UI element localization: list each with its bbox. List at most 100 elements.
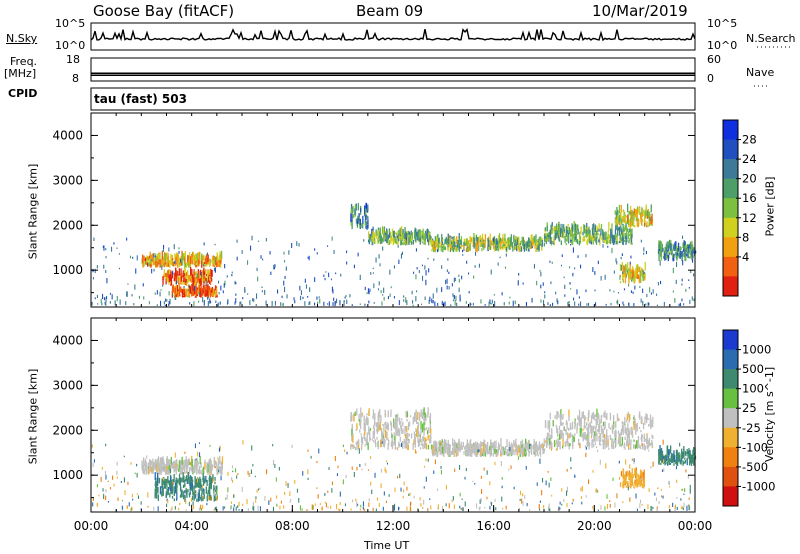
echo-mark [498, 233, 501, 242]
echo-mark [489, 443, 491, 449]
echo-mark [383, 233, 385, 243]
echo-mark [164, 464, 167, 469]
echo-mark [213, 487, 215, 492]
echo-mark [630, 273, 632, 280]
scatter-mark [643, 252, 645, 255]
echo-mark [213, 259, 215, 265]
scatter-mark [111, 294, 113, 300]
echo-mark [543, 242, 545, 247]
echo-mark [366, 416, 368, 424]
echo-mark [577, 415, 579, 420]
echo-mark [198, 279, 200, 283]
echo-mark [180, 494, 182, 498]
scatter-mark [632, 291, 634, 294]
echo-mark [199, 269, 202, 276]
echo-mark [406, 412, 409, 417]
scatter-mark [167, 500, 169, 504]
scatter-mark [259, 506, 261, 511]
echo-mark [491, 445, 493, 450]
scatter-mark [491, 299, 493, 304]
scatter-mark [364, 303, 366, 306]
echo-mark [194, 258, 196, 266]
echo-mark [443, 243, 445, 248]
echo-mark [616, 235, 618, 241]
echo-mark [445, 444, 448, 448]
echo-mark [177, 275, 179, 284]
echo-mark [201, 253, 203, 261]
echo-mark [572, 235, 574, 244]
echo-mark [398, 229, 400, 235]
scatter-mark [689, 299, 691, 305]
scatter-mark [265, 238, 267, 242]
echo-mark [365, 214, 367, 221]
echo-mark [380, 415, 382, 422]
scatter-mark [453, 504, 455, 510]
scatter-mark [255, 496, 257, 500]
echo-mark [351, 435, 353, 442]
echo-mark [443, 446, 446, 453]
echo-mark [527, 447, 529, 451]
echo-mark [219, 466, 221, 470]
echo-mark [428, 431, 430, 434]
echo-mark [167, 489, 169, 496]
echo-mark [192, 479, 194, 483]
scatter-mark [309, 301, 311, 305]
echo-mark [622, 233, 624, 239]
echo-mark [666, 446, 668, 455]
scatter-mark [640, 499, 642, 504]
echo-mark [203, 293, 205, 296]
echo-mark [556, 442, 558, 446]
echo-mark [543, 449, 545, 454]
scatter-mark [107, 480, 109, 483]
echo-mark [457, 442, 459, 448]
scatter-mark [453, 277, 455, 283]
echo-mark [198, 285, 200, 294]
echo-mark [210, 460, 212, 468]
echo-mark [647, 225, 649, 228]
scatter-mark [549, 508, 551, 512]
echo-mark [622, 236, 624, 245]
echo-mark [406, 426, 408, 433]
echo-mark [180, 258, 182, 264]
scatter-mark [123, 477, 125, 483]
scatter-mark [239, 301, 241, 307]
scatter-mark [495, 507, 497, 511]
scatter-mark [105, 256, 107, 259]
echo-mark [209, 467, 211, 473]
scatter-mark [604, 274, 606, 280]
scatter-mark [462, 249, 464, 253]
echo-mark [447, 447, 449, 454]
scatter-mark [448, 286, 450, 290]
echo-mark [381, 427, 383, 436]
echo-mark [554, 235, 556, 241]
scatter-mark [307, 449, 309, 452]
scatter-mark [111, 246, 113, 252]
scatter-mark [470, 303, 472, 306]
echo-mark [188, 259, 190, 265]
scatter-mark [432, 300, 434, 304]
echo-mark [583, 425, 585, 430]
echo-mark [191, 284, 193, 293]
echo-mark [481, 442, 483, 447]
scatter-mark [506, 247, 508, 251]
scatter-mark [388, 494, 390, 497]
echo-mark [602, 231, 605, 236]
scatter-mark [128, 502, 130, 507]
scatter-mark [224, 264, 226, 269]
echo-mark [453, 443, 455, 447]
scatter-mark [209, 298, 211, 304]
scatter-mark [393, 296, 395, 299]
echo-mark [172, 284, 174, 293]
echo-mark [424, 412, 426, 418]
scatter-mark [227, 471, 229, 476]
scatter-mark [680, 498, 682, 501]
scatter-mark [215, 300, 217, 303]
echo-mark [193, 496, 195, 501]
echo-mark [356, 440, 358, 445]
scatter-mark [428, 299, 430, 305]
scatter-mark [116, 247, 118, 249]
echo-mark [390, 420, 392, 426]
echo-mark [678, 454, 681, 462]
echo-mark [534, 237, 537, 246]
scatter-mark [424, 265, 426, 270]
